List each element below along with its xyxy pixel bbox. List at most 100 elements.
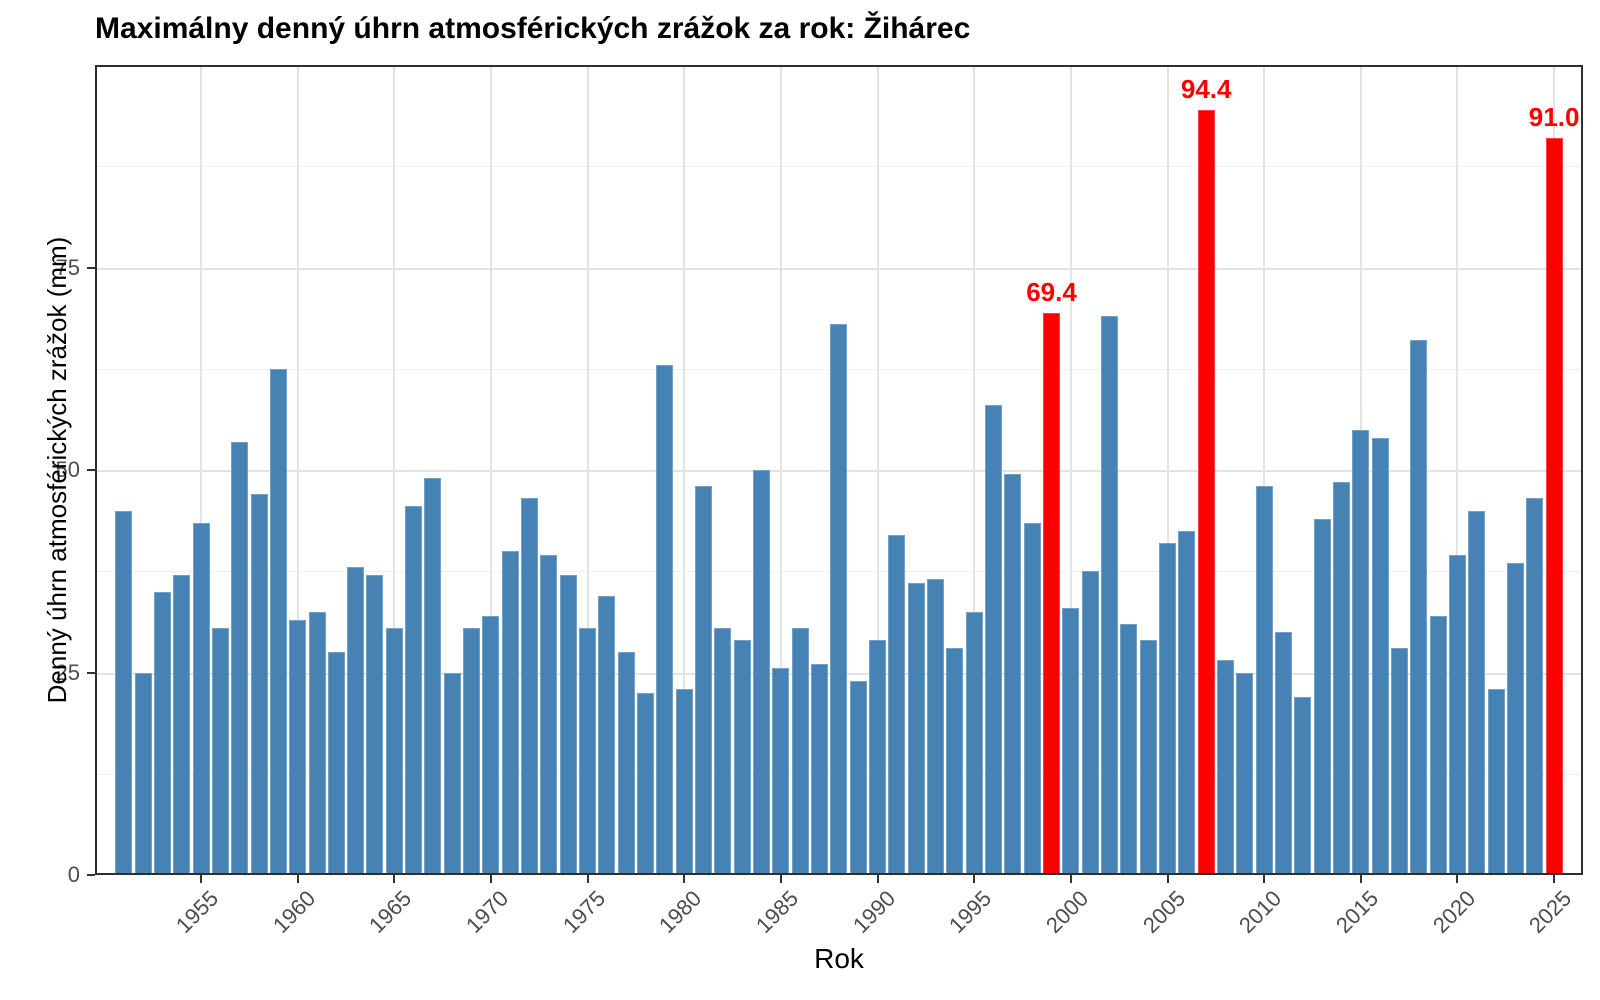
y-tick-label-0: 0	[67, 862, 80, 887]
bar-1962	[327, 652, 345, 875]
bar-1982	[714, 627, 732, 875]
major-gridline-x-1985	[779, 65, 782, 875]
x-tick-1990	[876, 875, 879, 883]
bar-1989	[849, 680, 867, 875]
y-tick-0	[87, 874, 95, 876]
bar-2000	[1062, 607, 1080, 875]
x-tick-label-1960: 1960	[267, 885, 320, 938]
bar-1971	[501, 551, 519, 875]
bar-1977	[617, 652, 635, 875]
y-tick-label-75: 75	[55, 254, 80, 280]
x-axis-title: Rok	[814, 943, 864, 974]
x-tick-label-2000: 2000	[1040, 885, 1094, 938]
major-gridline-x-1975	[586, 65, 589, 875]
bar-2002	[1101, 316, 1119, 875]
y-tick-label-50: 50	[55, 457, 80, 482]
x-tick-2000	[1069, 875, 1072, 883]
bar-2010	[1255, 486, 1273, 875]
x-tick-2025	[1553, 875, 1556, 883]
x-tick-2010	[1263, 875, 1266, 883]
bar-1958	[250, 494, 268, 875]
bar-1973	[540, 555, 558, 875]
bar-2004	[1139, 640, 1157, 875]
bar-2003	[1120, 623, 1138, 875]
bar-1996	[985, 405, 1003, 875]
bar-2023	[1506, 563, 1524, 875]
plot-panel: 69.4 94.4 91.0	[95, 65, 1583, 875]
bar-2001	[1081, 571, 1099, 875]
x-tick-1995	[973, 875, 976, 883]
bar-2016	[1371, 437, 1389, 875]
x-tick-label-1995: 1995	[944, 885, 997, 938]
bar-1969	[463, 627, 481, 875]
bar-2019	[1429, 615, 1447, 875]
bar-1994	[946, 648, 964, 875]
bar-1965	[385, 627, 403, 875]
bar-1953	[153, 591, 171, 875]
y-tick-25	[87, 671, 95, 674]
x-tick-1980	[683, 875, 686, 883]
major-gridline-x-1980	[683, 65, 686, 875]
bar-2014	[1332, 482, 1350, 875]
bar-2017	[1390, 648, 1408, 875]
bar-1963	[347, 567, 365, 875]
x-tick-2005	[1166, 875, 1169, 883]
x-tick-label-1980: 1980	[654, 885, 707, 938]
major-gridline-x-1970	[489, 65, 492, 875]
bar-1981	[695, 486, 713, 875]
bar-1979	[656, 364, 674, 875]
minor-gridline-y-87.5	[95, 166, 1583, 168]
y-tick-50	[87, 469, 95, 471]
bar-1976	[598, 595, 616, 875]
bar-1954	[173, 575, 191, 875]
bar-1964	[366, 575, 384, 875]
bar-2021	[1468, 510, 1486, 875]
bar-1987	[811, 664, 829, 875]
bar-1986	[791, 627, 809, 875]
bar-1991	[888, 534, 906, 875]
y-tick-label-25: 25	[55, 659, 80, 685]
chart-title: Maximálny denný úhrn atmosférických zráž…	[95, 12, 971, 45]
x-tick-1970	[489, 875, 492, 883]
x-tick-label-2020: 2020	[1427, 885, 1480, 938]
x-tick-1975	[586, 875, 589, 883]
bar-1961	[308, 611, 326, 875]
major-gridline-x-1995	[973, 65, 976, 875]
bar-1990	[869, 640, 887, 875]
major-gridline-x-1955	[200, 65, 203, 875]
bar-1983	[733, 640, 751, 875]
x-tick-label-2010: 2010	[1234, 885, 1287, 938]
x-tick-label-1990: 1990	[847, 885, 900, 938]
bar-2007	[1197, 110, 1215, 875]
x-tick-label-2015: 2015	[1330, 885, 1384, 938]
major-gridline-x-1960	[296, 65, 299, 875]
bar-1951	[115, 510, 133, 875]
bar-2024	[1526, 498, 1544, 875]
bar-2012	[1294, 696, 1312, 875]
bar-1980	[675, 688, 693, 875]
bar-2018	[1410, 340, 1428, 875]
bar-1999	[1043, 312, 1061, 875]
x-tick-1965	[393, 875, 396, 883]
x-tick-2015	[1359, 875, 1362, 883]
bar-1978	[637, 692, 655, 875]
bar-1992	[907, 583, 925, 875]
highlight-label-2007: 94.4	[1180, 74, 1232, 105]
x-tick-1960	[296, 875, 299, 883]
bar-2006	[1178, 530, 1196, 875]
bar-2015	[1352, 429, 1370, 875]
bar-1975	[579, 627, 597, 875]
bar-2011	[1275, 632, 1292, 875]
bar-1967	[424, 478, 442, 875]
y-tick-75	[87, 266, 95, 269]
bar-1968	[443, 672, 461, 875]
x-tick-label-1965: 1965	[364, 885, 417, 938]
x-tick-label-1985: 1985	[750, 885, 804, 938]
x-tick-label-1970: 1970	[460, 885, 514, 938]
major-gridline-x-2005	[1166, 65, 1169, 875]
x-tick-1955	[200, 875, 203, 883]
bar-1998	[1023, 522, 1041, 875]
bar-1985	[772, 668, 790, 875]
major-gridline-x-2000	[1069, 65, 1072, 875]
